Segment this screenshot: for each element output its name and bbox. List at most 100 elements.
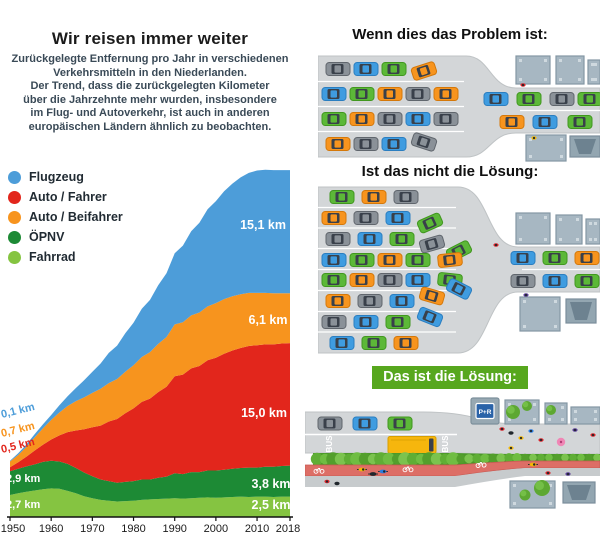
car-icon <box>516 92 542 106</box>
text-label: 2,9 km <box>6 473 40 485</box>
building <box>555 55 585 85</box>
text-label: 15,1 km <box>240 218 286 232</box>
cyclist-icon <box>368 472 378 476</box>
text-label: 15,0 km <box>241 406 287 420</box>
car-icon <box>405 87 431 101</box>
text-label: 2010 <box>245 523 269 534</box>
park-ride-sign: P+R <box>470 397 500 425</box>
cars <box>321 190 600 350</box>
building <box>515 55 551 85</box>
car-icon <box>321 211 347 225</box>
car-icon <box>510 251 536 265</box>
buildings <box>515 212 600 332</box>
car-icon <box>549 92 575 106</box>
plaza-pedestrians <box>499 427 596 450</box>
building <box>587 59 600 85</box>
car-icon <box>499 115 525 129</box>
bike-marking-icon <box>475 461 487 468</box>
heading-problem: Wenn dies das Problem ist: <box>352 26 548 43</box>
legend-swatch-icon <box>8 230 21 244</box>
heading-solution-wrap: Das ist die Lösung: <box>300 366 600 389</box>
subtitle-line: Der Trend, dass die zurückgelegten Kilom… <box>30 80 270 92</box>
text-label: 3,8 km <box>252 477 291 491</box>
pedestrian-icon <box>499 427 505 431</box>
tree-icon <box>522 401 532 411</box>
building <box>565 298 597 324</box>
building <box>569 135 600 158</box>
text-label: BUS <box>325 435 334 453</box>
car-icon <box>321 315 347 329</box>
pedestrians <box>520 83 537 140</box>
car-icon <box>353 62 379 76</box>
chart-legend: Flugzeug Auto / Fahrer Auto / Beifahrer ÖPN… <box>8 170 123 270</box>
car-icon <box>317 416 343 431</box>
car-icon <box>321 87 347 101</box>
pedestrian-icon <box>531 136 537 140</box>
subtitle-line: Verkehrsmitteln in den Niederlanden. <box>53 66 247 79</box>
car-icon <box>532 115 558 129</box>
subtitle-line: im Flug- und Autoverkehr, ist auch in an… <box>30 107 270 119</box>
illustration-wider-road <box>318 186 600 354</box>
pedestrian-icon <box>334 481 340 486</box>
text-label: 1950 <box>1 523 25 534</box>
car-icon <box>361 336 387 350</box>
legend-label: Auto / Beifahrer <box>29 210 123 224</box>
car-icon <box>357 294 383 308</box>
car-icon <box>361 190 387 204</box>
legend-label: Auto / Fahrer <box>29 190 107 204</box>
car-icon <box>389 294 415 308</box>
pedestrian-icon <box>523 293 529 297</box>
subtitle-line: europäischen Ländern ähnlich zu beobacht… <box>28 120 272 133</box>
car-icon <box>416 306 444 328</box>
car-icon <box>353 211 379 225</box>
car-icon <box>416 212 444 234</box>
car-icon <box>405 253 431 267</box>
pedestrian-icon <box>520 83 526 87</box>
car-icon <box>377 112 403 126</box>
car-icon <box>483 92 509 106</box>
car-icon <box>567 115 593 129</box>
car-icon <box>377 273 403 287</box>
pedestrian-icon <box>565 472 571 476</box>
text-label: 1970 <box>80 523 104 534</box>
area-Flugzeug <box>10 169 290 462</box>
building <box>515 212 551 245</box>
legend-swatch-icon <box>8 250 21 264</box>
road-funnel <box>318 55 600 158</box>
text-label: 1980 <box>121 523 145 534</box>
subtitle-line: Zurückgelegte Entfernung pro Jahr in ver… <box>11 53 289 65</box>
pedestrian-icon <box>572 428 578 432</box>
building <box>562 481 596 504</box>
text-label: 2018 <box>276 523 300 534</box>
subtitle-line: über die Jahrzehnte mehr wurden, insbeso… <box>23 93 277 106</box>
car-icon <box>445 278 473 300</box>
pedestrian-icon <box>508 431 514 435</box>
legend-item: Flugzeug <box>8 170 123 184</box>
car-icon <box>410 132 438 152</box>
pedestrian-icon <box>590 433 596 437</box>
building <box>570 406 600 425</box>
legend-label: Fahrrad <box>29 250 76 264</box>
car-icon <box>329 190 355 204</box>
car-icon <box>325 294 351 308</box>
building <box>585 218 600 245</box>
bike-marking-icon <box>313 467 325 474</box>
legend-item: Auto / Fahrer <box>8 190 123 204</box>
pedestrian-icon <box>493 243 499 247</box>
car-icon <box>353 315 379 329</box>
tree-icon <box>534 480 550 496</box>
car-icon <box>393 190 419 204</box>
car-icon <box>352 416 378 431</box>
car-icon <box>437 252 463 268</box>
sidewalk <box>305 468 600 487</box>
building <box>555 214 583 245</box>
cyclist-icon <box>378 469 388 474</box>
car-icon <box>574 274 600 288</box>
text-label: 1990 <box>162 523 186 534</box>
car-icon <box>381 137 407 151</box>
car-icon <box>433 112 459 126</box>
car-icon <box>542 251 568 265</box>
bike-marking-icon <box>402 466 414 473</box>
legend-label: Flugzeug <box>29 170 84 184</box>
